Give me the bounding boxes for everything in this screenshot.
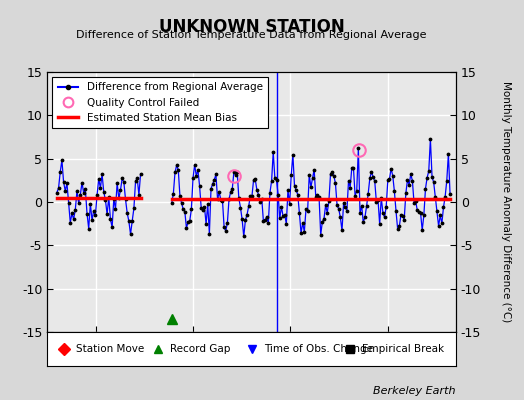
Text: Time of Obs. Change: Time of Obs. Change (264, 344, 373, 354)
Legend: Difference from Regional Average, Quality Control Failed, Estimated Station Mean: Difference from Regional Average, Qualit… (52, 77, 268, 128)
Text: UNKNOWN STATION: UNKNOWN STATION (159, 18, 344, 36)
Text: Difference of Station Temperature Data from Regional Average: Difference of Station Temperature Data f… (77, 30, 427, 40)
Text: Record Gap: Record Gap (170, 344, 230, 354)
Text: Berkeley Earth: Berkeley Earth (374, 386, 456, 396)
Text: Station Move: Station Move (76, 344, 144, 354)
Y-axis label: Monthly Temperature Anomaly Difference (°C): Monthly Temperature Anomaly Difference (… (500, 81, 510, 323)
Text: Empirical Break: Empirical Break (362, 344, 444, 354)
